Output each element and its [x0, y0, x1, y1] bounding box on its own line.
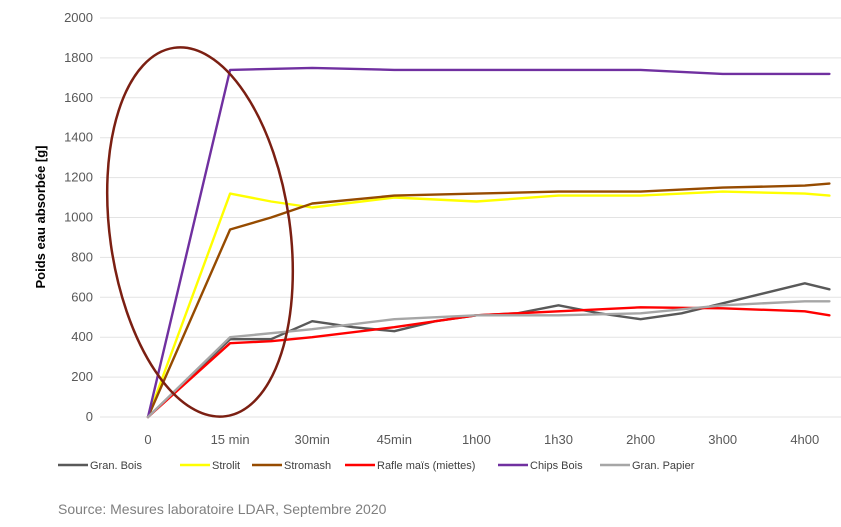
- y-tick-label: 2000: [64, 10, 93, 25]
- series-line: [146, 182, 831, 419]
- x-tick-label: 15 min: [211, 432, 250, 447]
- x-tick-label: 30min: [294, 432, 329, 447]
- series-lines: [146, 66, 831, 419]
- legend: Gran. Bois Strolit Stromash Rafle maïs (mie…: [58, 460, 695, 472]
- highlight-ellipse: [105, 46, 295, 418]
- x-tick-label: 3h00: [708, 432, 737, 447]
- y-tick-label: 400: [71, 329, 93, 344]
- x-tick-label: 1h00: [462, 432, 491, 447]
- series-line: [146, 300, 831, 419]
- y-tick-label: 1400: [64, 130, 93, 145]
- legend-label: Rafle maïs (miettes): [377, 460, 475, 472]
- x-tick-label: 1h30: [544, 432, 573, 447]
- legend-label: Chips Bois: [530, 460, 583, 472]
- x-tick-label: 0: [144, 432, 151, 447]
- series-line: [146, 282, 831, 419]
- legend-label: Strolit: [212, 460, 240, 472]
- y-tick-label: 1600: [64, 90, 93, 105]
- y-axis-label: Poids eau absorbée [g]: [33, 145, 48, 288]
- series-line: [146, 66, 831, 419]
- legend-label: Stromash: [284, 460, 331, 472]
- series-line: [146, 306, 831, 419]
- gridlines: [100, 17, 841, 418]
- x-tick-label: 2h00: [626, 432, 655, 447]
- y-tick-label: 800: [71, 249, 93, 264]
- x-axis-ticks: 0 15 min 30min 45min 1h00 1h30 2h00 3h00 4h00: [144, 432, 819, 447]
- legend-label: Gran. Papier: [632, 460, 695, 472]
- y-tick-label: 0: [86, 409, 93, 424]
- y-tick-label: 1800: [64, 50, 93, 65]
- source-note: Source: Mesures laboratoire LDAR, Septem…: [58, 501, 387, 517]
- legend-label: Gran. Bois: [90, 460, 142, 472]
- y-tick-label: 1200: [64, 170, 93, 185]
- y-tick-label: 600: [71, 289, 93, 304]
- series-line: [146, 190, 831, 419]
- x-tick-label: 4h00: [790, 432, 819, 447]
- x-tick-label: 45min: [377, 432, 412, 447]
- y-axis-ticks: 0 200 400 600 800 1000 1200 1400 1600 1800 2000: [64, 10, 93, 424]
- y-tick-label: 200: [71, 369, 93, 384]
- y-tick-label: 1000: [64, 210, 93, 225]
